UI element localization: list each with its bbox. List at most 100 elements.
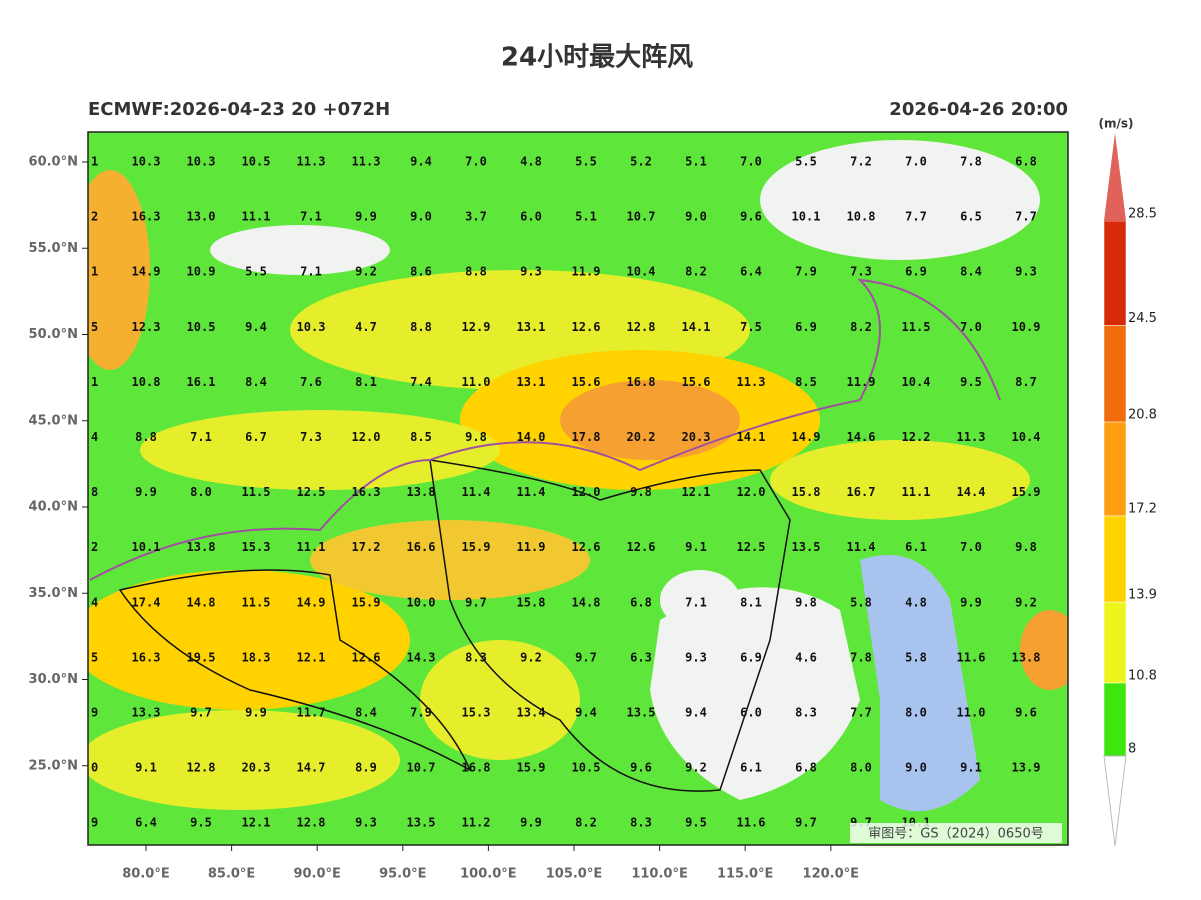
wind-value: 12.6	[627, 540, 656, 554]
wind-value: 7.4	[410, 375, 432, 389]
wind-value: 14.0	[517, 430, 546, 444]
wind-value: 5.8	[905, 650, 927, 664]
wind-value: 13.8	[187, 540, 216, 554]
wind-value: 7.0	[960, 540, 982, 554]
wind-value: .1	[84, 265, 98, 279]
wind-value: 11.1	[242, 210, 271, 224]
wind-value: 9.2	[520, 650, 542, 664]
wind-value: 9.1	[135, 761, 157, 775]
wind-value: 7.6	[300, 375, 322, 389]
colorbar-label: 10.8	[1128, 668, 1157, 683]
wind-value: 10.0	[407, 595, 436, 609]
wind-value: 13.0	[187, 210, 216, 224]
wind-value: 15.9	[462, 540, 491, 554]
wind-value: 5.1	[575, 210, 597, 224]
wind-value: 11.9	[572, 265, 601, 279]
wind-value: 6.9	[905, 265, 927, 279]
wind-value: 12.6	[352, 650, 381, 664]
wind-value: 9.5	[190, 816, 212, 830]
wind-value: 9.1	[960, 761, 982, 775]
wind-value: 8.8	[410, 320, 432, 334]
wind-value: 13.3	[132, 706, 161, 720]
lon-label: 105.0°E	[546, 867, 603, 882]
wind-value: 6.8	[630, 595, 652, 609]
colorbar-label: 8	[1128, 742, 1136, 757]
lon-label: 110.0°E	[631, 867, 688, 882]
wind-value: 12.6	[572, 320, 601, 334]
wind-value: 8.6	[410, 265, 432, 279]
wind-value: 15.6	[682, 375, 711, 389]
wind-value: 9.3	[685, 650, 707, 664]
wind-value: 9.5	[960, 375, 982, 389]
wind-value: 5.8	[850, 595, 872, 609]
wind-value: 19.5	[187, 650, 216, 664]
wind-value: 10.7	[627, 210, 656, 224]
lon-label: 100.0°E	[460, 867, 517, 882]
wind-value: 11.6	[957, 650, 986, 664]
wind-value: 6.4	[135, 816, 157, 830]
wind-value: 5.5	[245, 265, 267, 279]
wind-value: 9.8	[630, 485, 652, 499]
wind-value: 6.7	[245, 430, 267, 444]
wind-value: 7.1	[190, 430, 212, 444]
valid-time: 2026-04-26 20:00	[889, 99, 1068, 120]
wind-value: 11.3	[737, 375, 766, 389]
wind-value: .2	[84, 540, 98, 554]
review-number: 审图号：GS（2024）0650号	[868, 827, 1044, 842]
wind-value: 7.1	[685, 595, 707, 609]
wind-value: 15.9	[517, 761, 546, 775]
wind-value: 14.9	[792, 430, 821, 444]
wind-value: .0	[84, 761, 98, 775]
wind-value: 7.2	[850, 155, 872, 169]
wind-value: 11.4	[847, 540, 876, 554]
wind-value: 10.8	[847, 210, 876, 224]
wind-value: 8.2	[575, 816, 597, 830]
wind-value: 11.9	[517, 540, 546, 554]
wind-value: 13.5	[627, 706, 656, 720]
wind-value: 4.8	[905, 595, 927, 609]
wind-value: 13.5	[407, 816, 436, 830]
wind-value: 9.3	[355, 816, 377, 830]
lat-label: 60.0°N	[29, 155, 78, 170]
wind-value: 8.8	[465, 265, 487, 279]
wind-value: 11.3	[297, 155, 326, 169]
wind-value: 6.5	[960, 210, 982, 224]
wind-value: 16.8	[627, 375, 656, 389]
wind-value: 7.7	[850, 706, 872, 720]
wind-value: 13.9	[1012, 761, 1041, 775]
wind-value: 9.7	[465, 595, 487, 609]
wind-value: 9.3	[520, 265, 542, 279]
wind-value: 8.4	[245, 375, 267, 389]
lon-label: 85.0°E	[208, 867, 255, 882]
wind-value: 8.3	[630, 816, 652, 830]
wind-value: 9.6	[630, 761, 652, 775]
wind-value: .4	[84, 595, 98, 609]
lat-label: 25.0°N	[29, 758, 78, 773]
wind-value: .8	[84, 485, 98, 499]
wind-value: 4.6	[795, 650, 817, 664]
wind-value: 9.9	[135, 485, 157, 499]
wind-value: 11.4	[462, 485, 491, 499]
wind-value: 16.3	[352, 485, 381, 499]
wind-value: 6.1	[740, 761, 762, 775]
wind-value: 9.1	[685, 540, 707, 554]
review-box	[850, 823, 1062, 843]
wind-value: 10.4	[1012, 430, 1041, 444]
wind-value: 11.7	[297, 706, 326, 720]
wind-value: 12.3	[132, 320, 161, 334]
wind-value: 8.9	[355, 761, 377, 775]
wind-value: 7.5	[740, 320, 762, 334]
wind-value: 9.2	[1015, 595, 1037, 609]
wind-value: 14.9	[297, 595, 326, 609]
wind-value: 14.9	[132, 265, 161, 279]
wind-value: 15.8	[792, 485, 821, 499]
wind-value: 7.9	[410, 706, 432, 720]
wind-value: 16.6	[407, 540, 436, 554]
colorbar-label: 13.9	[1128, 588, 1157, 603]
wind-value: 10.8	[132, 375, 161, 389]
wind-value: 10.1	[792, 210, 821, 224]
wind-value: .4	[84, 430, 98, 444]
wind-value: 5.5	[575, 155, 597, 169]
wind-value: 7.0	[740, 155, 762, 169]
